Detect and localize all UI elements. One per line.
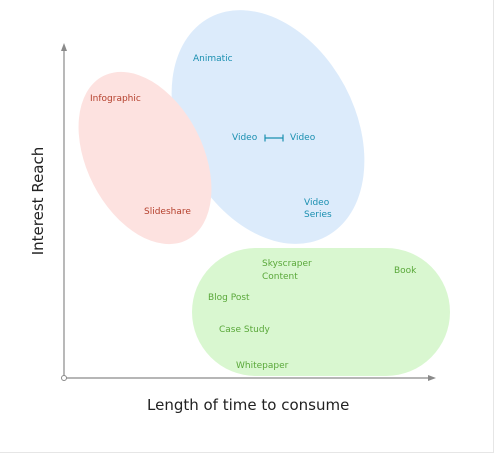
green-group-region bbox=[192, 248, 450, 376]
label-video-b: Video bbox=[290, 133, 316, 143]
blue-group-region bbox=[171, 10, 365, 244]
label-skyscraper-line1: Skyscraper bbox=[262, 259, 312, 269]
label-video-series-line1: Video bbox=[304, 198, 330, 208]
y-axis-arrow bbox=[61, 43, 67, 51]
label-video-a: Video bbox=[232, 133, 258, 143]
label-case-study: Case Study bbox=[219, 325, 270, 335]
label-blog-post: Blog Post bbox=[208, 293, 250, 303]
label-whitepaper: Whitepaper bbox=[236, 361, 289, 371]
label-video-series-line2: Series bbox=[304, 210, 332, 220]
x-axis-title: Length of time to consume bbox=[147, 396, 350, 414]
origin-marker bbox=[61, 375, 67, 381]
label-book: Book bbox=[394, 266, 417, 276]
x-axis-arrow bbox=[428, 375, 436, 381]
video-connector bbox=[264, 134, 284, 142]
label-slideshare: Slideshare bbox=[144, 207, 191, 217]
red-group-region bbox=[78, 71, 212, 245]
label-skyscraper-line2: Content bbox=[262, 272, 298, 282]
y-axis-title: Interest Reach bbox=[29, 146, 47, 256]
label-infographic: Infographic bbox=[90, 94, 141, 104]
label-animatic: Animatic bbox=[193, 54, 233, 64]
